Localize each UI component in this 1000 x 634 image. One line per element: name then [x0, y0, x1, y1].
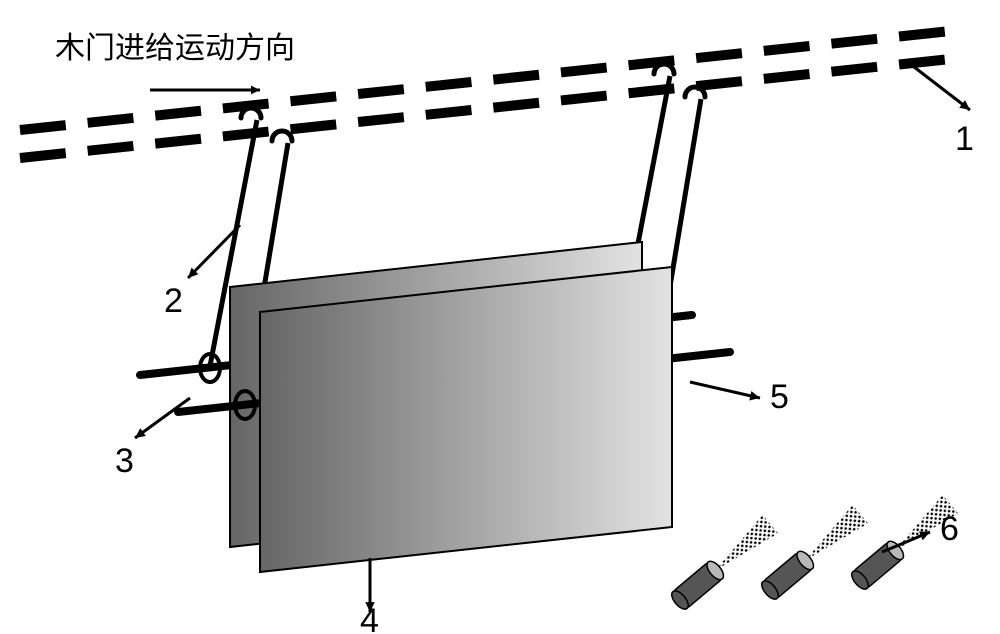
callout-arrow-3 — [135, 398, 190, 438]
callout-number-4: 4 — [360, 602, 379, 634]
callout-number-5: 5 — [770, 378, 789, 416]
feed-direction-label: 木门进给运动方向 — [55, 32, 295, 65]
callout-arrow-1 — [905, 60, 970, 110]
spray-nozzles — [668, 495, 958, 613]
callout-number-2: 2 — [164, 282, 183, 320]
feed-direction-arrow — [150, 86, 260, 95]
callout-number-3: 3 — [115, 442, 134, 480]
door-panel-front — [260, 267, 672, 572]
callout-arrow-5 — [690, 382, 760, 400]
callout-number-6: 6 — [940, 510, 959, 548]
callout-number-1: 1 — [955, 120, 974, 158]
